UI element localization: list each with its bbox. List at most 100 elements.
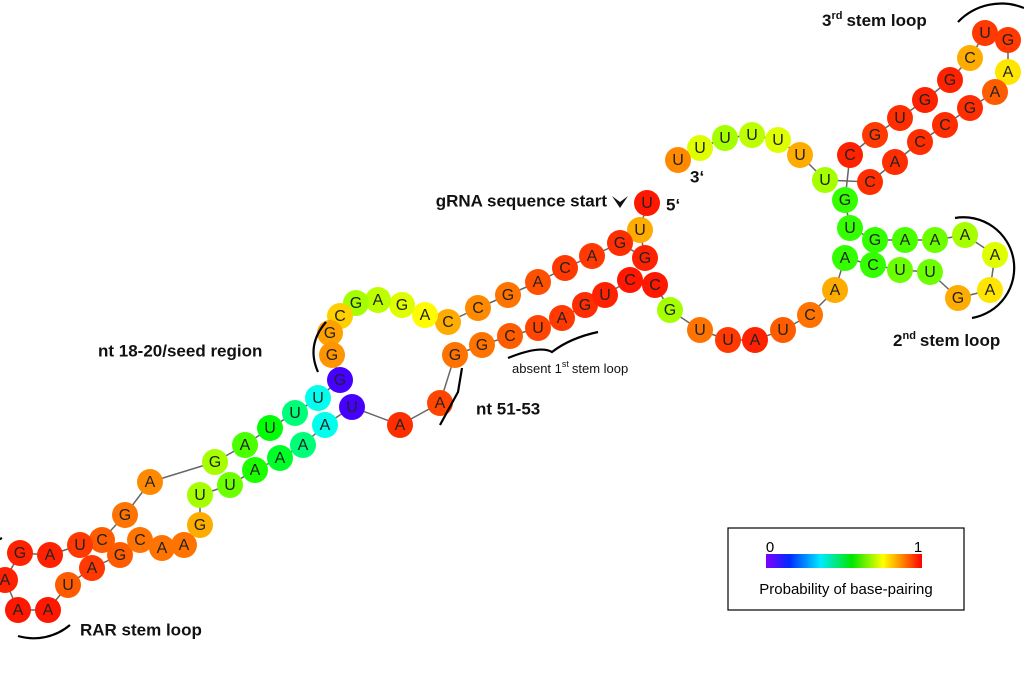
nucleotide-base: U [74,537,86,554]
nucleotide [79,555,105,581]
nucleotide [319,342,345,368]
label-part: 2 [893,331,902,350]
nucleotide [982,79,1008,105]
nucleotide-base: U [722,332,734,349]
nucleotide [107,542,133,568]
nucleotide [617,267,643,293]
nucleotide-base: C [559,260,571,277]
nucleotide-base: U [894,262,906,279]
nucleotide [832,187,858,213]
nucleotide [112,502,138,528]
nucleotide-base: G [952,290,964,307]
nucleotide [67,532,93,558]
nucleotide-base: C [964,50,976,67]
nucleotide [305,385,331,411]
legend-box [727,527,965,611]
nucleotide-base: A [587,248,598,265]
nucleotide [832,245,858,271]
nucleotide-base: A [900,232,911,249]
nucleotide [957,45,983,71]
nucleotide-base: G [114,547,126,564]
nucleotide-base: A [960,227,971,244]
nucleotide [549,305,575,331]
nucleotide [995,59,1021,85]
nucleotide [552,255,578,281]
nucleotide-base: G [639,250,651,267]
nucleotide-base: C [864,174,876,191]
nucleotide-base: U [719,130,731,147]
nucleotide [257,415,283,441]
nucleotide [592,282,618,308]
nucleotide [55,572,81,598]
nucleotide-base: U [772,132,784,149]
nucleotide [687,317,713,343]
nucleotide-base: G [869,127,881,144]
label: gRNA sequence start [436,191,608,210]
loop-arc [17,624,71,640]
nucleotide [127,527,153,553]
label: absent 1st stem loop [512,359,628,376]
nucleotide [665,147,691,173]
nucleotide-base: U [641,195,653,212]
nucleotide [887,257,913,283]
nucleotide [937,67,963,93]
nucleotide-base: G [396,297,408,314]
nucleotide-base: A [990,84,1001,101]
nucleotide-base: G [664,302,676,319]
nucleotide-base: U [194,487,206,504]
nucleotide-base: A [275,450,286,467]
legend-bar [766,554,922,568]
nucleotide [149,535,175,561]
nucleotide-base: A [13,602,24,619]
nucleotide-base: G [334,372,346,389]
nucleotide [89,527,115,553]
nucleotide [642,272,668,298]
nucleotide [837,215,863,241]
nucleotide-base: U [634,222,646,239]
nucleotide-base: U [894,110,906,127]
nucleotide [497,323,523,349]
nucleotide [995,27,1021,53]
nucleotide-base: A [830,282,841,299]
nucleotide-base: G [614,235,626,252]
nucleotide-base: U [746,127,758,144]
nucleotide [922,227,948,253]
nucleotide-base: U [289,405,301,422]
label-part: st [562,359,570,369]
nucleotide-base: U [819,172,831,189]
nucleotide-base: C [939,117,951,134]
nucleotide-base: C [914,134,926,151]
nucleotide-base: G [324,325,336,342]
nucleotide [917,259,943,285]
nucleotide-base: G [839,192,851,209]
nucleotide-base: C [96,532,108,549]
loop-arc [954,216,1016,320]
nucleotide-base: G [579,297,591,314]
nucleotide [435,309,461,335]
nucleotide [957,95,983,121]
nucleotide-base: A [87,560,98,577]
nucleotide [327,367,353,393]
nucleotide-base: G [476,337,488,354]
nucleotide [312,412,338,438]
label-part: stem loop [920,331,1000,350]
nucleotide-base: U [264,420,276,437]
nucleotide [525,315,551,341]
nucleotide [812,167,838,193]
nucleotide-base: U [599,287,611,304]
nucleotide-base: G [449,347,461,364]
nucleotide [932,112,958,138]
nucleotide [290,432,316,458]
nucleotide-base: U [312,390,324,407]
nucleotide [972,20,998,46]
nucleotide [770,317,796,343]
legend-min: 0 [766,539,774,556]
nucleotide-base: A [1003,64,1014,81]
nucleotide-base: G [944,72,956,89]
absent-brace [507,330,599,360]
nt-bracket [439,367,464,426]
nucleotide-base: A [157,540,168,557]
nucleotide [187,482,213,508]
nucleotide [282,400,308,426]
nucleotide [442,342,468,368]
